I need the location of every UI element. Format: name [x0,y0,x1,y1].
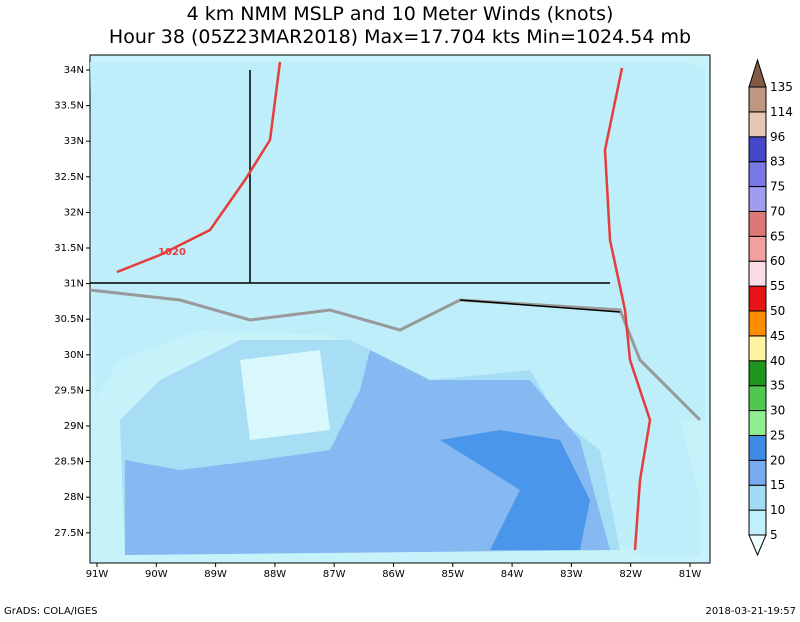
colorbar-label: 15 [770,478,785,492]
colorbar-swatch [748,186,767,212]
lat-label: 28N [64,492,84,503]
colorbar-label: 10 [770,503,785,517]
lat-label: 33.5N [54,101,84,112]
isobar [116,61,282,274]
colorbar-label: 96 [770,130,785,144]
state-border [90,70,621,313]
colorbar-swatch [748,484,767,511]
colorbar-swatch [748,86,767,113]
colorbar-label: 40 [770,354,785,368]
colorbar-swatch [748,260,767,287]
lat-label: 31N [64,279,84,290]
colorbar-swatch [748,534,767,557]
colorbar-label: 60 [770,254,785,268]
colorbar-swatch [748,335,767,362]
colorbar: 5 10 15 20 25 30 35 40 45 50 55 60 65 70 75 83 96 114 135 [748,58,793,557]
lon-label: 81W [679,569,702,580]
lat-label: 31.5N [54,243,84,254]
colorbar-label: 45 [770,329,785,343]
colorbar-label: 30 [770,404,785,418]
lat-label: 29.5N [54,385,84,396]
colorbar-swatch [748,360,767,387]
lat-label: 29N [64,421,84,432]
lon-label: 90W [145,569,168,580]
title: 4 km NMM MSLP and 10 Meter Winds (knots) [187,3,614,25]
lat-label: 33N [64,136,84,147]
colorbar-swatch [748,509,767,536]
lon-label: 88W [264,569,287,580]
colorbar-label: 35 [770,379,785,393]
lon-label: 87W [323,569,346,580]
colorbar-label: 114 [770,105,793,119]
lon-label: 83W [560,569,583,580]
lon-label: 84W [501,569,524,580]
lon-label: 91W [86,569,109,580]
lat-axis: 34N 33.5N 33N 32.5N 32N 31.5N 31N 30.5N 30N 29.5N… [54,65,90,539]
colorbar-label: 55 [770,279,785,293]
footer-left: GrADS: COLA/IGES [4,606,98,617]
lat-label: 32.5N [54,172,84,183]
colorbar-swatch [748,310,767,337]
colorbar-label: 25 [770,428,785,442]
isobar [603,67,652,551]
colorbar-swatch [748,434,767,461]
lat-label: 30.5N [54,314,84,325]
colorbar-label: 65 [770,229,785,243]
lat-label: 30N [64,350,84,361]
lat-label: 27.5N [54,528,84,539]
lon-label: 85W [441,569,464,580]
map: 1020 [89,54,711,564]
colorbar-swatch [748,136,767,163]
colorbar-label: 20 [770,453,785,467]
colorbar-label: 83 [770,155,785,169]
gulf-strong [440,430,590,550]
colorbar-swatch [748,58,767,88]
lat-label: 34N [64,65,84,76]
colorbar-label: 50 [770,304,785,318]
colorbar-swatch [748,235,767,262]
subtitle: Hour 38 (05Z23MAR2018) Max=17.704 kts Mi… [109,26,691,48]
footer-right: 2018-03-21-19:57 [705,606,796,617]
colorbar-swatch [748,385,767,412]
coastline [89,288,702,422]
colorbar-label: 135 [770,80,793,94]
colorbar-label: 75 [770,180,785,194]
lon-label: 82W [619,569,642,580]
lat-label: 32N [64,207,84,218]
contour-label: 1020 [158,247,186,258]
lon-label: 89W [204,569,227,580]
colorbar-swatch [748,459,767,486]
lat-label: 28.5N [54,457,84,468]
colorbar-label: 70 [770,204,785,218]
colorbar-swatch [748,161,767,188]
gulf-calm [240,350,330,440]
colorbar-swatch [748,111,767,138]
lon-axis: 91W 90W 89W 88W 87W 86W 85W 84W 83W 82W 81W [86,563,702,580]
lon-label: 86W [382,569,405,580]
gulf-mid [125,350,610,555]
colorbar-label: 5 [770,528,778,542]
colorbar-swatch [748,410,767,436]
colorbar-swatch [748,285,767,312]
colorbar-swatch [748,210,767,237]
